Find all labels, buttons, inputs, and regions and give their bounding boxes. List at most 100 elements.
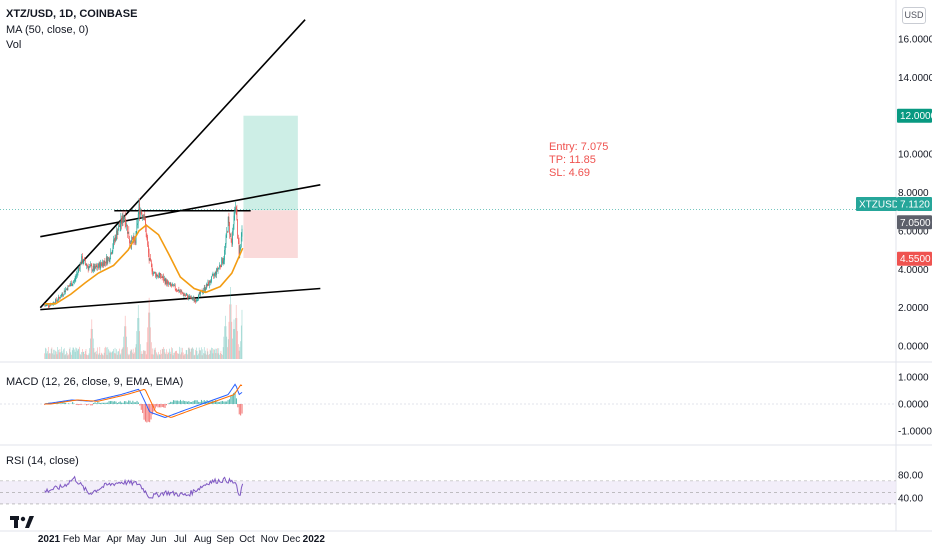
volume-bar: [222, 354, 223, 359]
volume-bar: [67, 355, 69, 359]
candle-body: [56, 300, 58, 302]
volume-bar: [226, 336, 228, 359]
macd-histogram-bar: [178, 401, 180, 404]
volume-bar: [198, 347, 200, 359]
volume-bar: [137, 305, 139, 359]
time-tick-label: Feb: [63, 534, 81, 545]
volume-bar: [197, 355, 199, 359]
macd-histogram-bar: [151, 404, 153, 415]
volume-bar: [50, 348, 52, 359]
volume-bar: [60, 352, 61, 359]
volume-bar: [230, 304, 232, 359]
vol-legend[interactable]: Vol: [6, 39, 22, 51]
volume-bar: [61, 351, 63, 359]
volume-bar: [76, 350, 78, 359]
macd-histogram-bar: [168, 402, 170, 404]
time-tick-label: Dec: [282, 534, 300, 545]
rsi-band: [0, 480, 896, 504]
candle-body: [205, 288, 207, 291]
volume-bar: [153, 348, 155, 359]
volume-bar: [84, 350, 86, 359]
volume-bar: [233, 319, 235, 359]
volume-bar: [184, 354, 185, 359]
volume-bar: [143, 350, 144, 359]
macd-histogram-bar: [202, 401, 204, 404]
volume-bar: [167, 351, 169, 359]
candle-body: [49, 304, 51, 307]
macd-histogram-bar: [171, 401, 173, 404]
candle-body: [80, 262, 82, 265]
macd-histogram-bar: [105, 402, 107, 404]
candle-body: [44, 305, 45, 307]
macd-histogram-bar: [193, 400, 195, 404]
candle-body: [55, 299, 57, 301]
ma-legend[interactable]: MA (50, close, 0): [6, 24, 89, 36]
volume-bar: [161, 353, 162, 359]
currency-button[interactable]: USD: [902, 7, 926, 24]
candle-body: [81, 256, 82, 265]
volume-bar: [50, 353, 51, 359]
volume-bar: [166, 354, 168, 359]
volume-bar: [129, 354, 130, 359]
candle-body: [219, 265, 220, 268]
candle-body: [145, 226, 147, 237]
volume-bar: [118, 351, 119, 359]
macd-histogram-bar: [165, 404, 167, 406]
volume-bar: [223, 336, 225, 359]
candle-body: [160, 273, 162, 278]
volume-bar: [195, 349, 196, 359]
volume-bar: [224, 315, 226, 359]
volume-bar: [220, 350, 222, 359]
volume-bar: [44, 353, 45, 359]
candle-body: [120, 218, 122, 226]
rsi-legend[interactable]: RSI (14, close): [6, 455, 79, 467]
macd-histogram-bar: [179, 399, 181, 404]
volume-bar: [172, 355, 174, 359]
candle-body: [59, 297, 61, 299]
tp-price-tag-bg: [897, 108, 932, 123]
volume-bar: [63, 348, 65, 359]
macd-histogram-bar: [60, 403, 62, 404]
volume-bar: [189, 348, 191, 359]
candle-body: [151, 264, 153, 272]
macd-histogram-bar: [114, 401, 116, 404]
candle-body: [234, 211, 236, 216]
candle-body: [171, 285, 172, 287]
volume-bar: [150, 327, 151, 359]
candle-body: [92, 265, 94, 271]
volume-bar: [174, 351, 176, 359]
candle-body: [103, 262, 104, 267]
volume-bar: [186, 350, 188, 359]
volume-bar: [227, 339, 229, 359]
macd-histogram-bar: [161, 404, 163, 408]
volume-bar: [71, 350, 73, 359]
volume-bar: [95, 352, 96, 359]
volume-bar: [180, 354, 181, 359]
macd-histogram-bar: [121, 402, 123, 404]
macd-legend[interactable]: MACD (12, 26, close, 9, EMA, EMA): [6, 376, 184, 388]
candle-body: [191, 296, 193, 300]
candle-body: [116, 230, 117, 240]
symbol-legend[interactable]: XTZ/USD, 1D, COINBASE: [6, 8, 138, 20]
volume-bar: [79, 353, 81, 359]
candle-body: [124, 216, 126, 225]
tradingview-logo-icon[interactable]: [10, 514, 34, 532]
macd-histogram-bar: [58, 403, 60, 404]
volume-bar: [145, 354, 147, 359]
volume-bar: [127, 347, 128, 359]
candle-body: [214, 273, 215, 276]
macd-histogram-bar: [86, 404, 88, 406]
macd-histogram-bar: [136, 400, 138, 404]
macd-histogram-bar: [163, 404, 165, 408]
macd-histogram-bar: [230, 396, 232, 404]
price-tick-label: 0.0000: [898, 342, 929, 353]
candle-body: [134, 240, 136, 244]
macd-histogram-bar: [170, 401, 172, 404]
candle-body: [68, 285, 70, 287]
macd-histogram-bar: [238, 404, 240, 415]
volume-bar: [201, 355, 203, 359]
volume-bar: [100, 352, 102, 359]
candle-body: [108, 257, 110, 262]
macd-histogram-bar: [186, 401, 188, 404]
volume-bar: [210, 350, 212, 359]
